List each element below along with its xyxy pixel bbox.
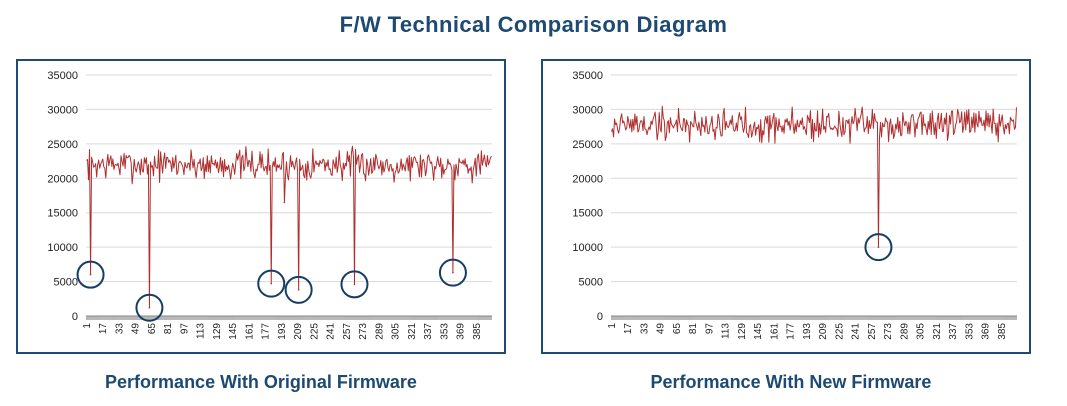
x-tick-label: 241 xyxy=(326,323,337,340)
x-tick-label: 369 xyxy=(981,323,992,340)
chart-new-firmware: 0 5000 10000 15000 20000 25000 30000 35000 1 17 33… xyxy=(572,70,1017,340)
x-tick-label: 65 xyxy=(672,323,683,335)
x-tick-label: 353 xyxy=(964,323,975,340)
y-tick-label: 15000 xyxy=(572,208,603,220)
dip-point xyxy=(89,273,92,276)
highlight-circle xyxy=(284,275,313,304)
x-tick-label: 289 xyxy=(374,323,385,340)
x-tick-label: 161 xyxy=(769,323,780,340)
x-tick-label: 113 xyxy=(721,323,732,339)
x-tick-label: 321 xyxy=(407,323,418,340)
dip-point xyxy=(283,201,286,204)
x-tick-label: 97 xyxy=(704,323,715,335)
dip-point xyxy=(452,271,454,274)
x-tick-label: 81 xyxy=(163,323,174,335)
y-tick-label: 30000 xyxy=(572,104,603,116)
x-tick-label: 145 xyxy=(228,323,239,340)
x-tick-label: 113 xyxy=(196,323,207,339)
x-tick-label: 353 xyxy=(439,323,450,340)
x-tick-label: 161 xyxy=(244,323,255,340)
highlight-circle xyxy=(135,293,164,322)
y-tick-label: 0 xyxy=(72,311,78,323)
y-tick-label: 5000 xyxy=(54,277,78,289)
y-tick-label: 0 xyxy=(597,311,603,323)
x-tick-label: 193 xyxy=(802,323,813,340)
x-tick-label: 97 xyxy=(179,323,190,335)
highlight-circle xyxy=(76,260,105,289)
x-tick-label: 305 xyxy=(916,323,927,340)
highlight-circle xyxy=(340,270,369,299)
page-title: F/W Technical Comparison Diagram xyxy=(339,12,728,37)
x-tick-label: 385 xyxy=(472,323,483,340)
y-tick-label: 10000 xyxy=(47,242,78,254)
x-tick-label: 177 xyxy=(786,323,797,340)
y-tick-label: 25000 xyxy=(572,139,603,151)
x-tick-label: 129 xyxy=(212,323,223,340)
x-tick-label: 177 xyxy=(261,323,272,340)
dip-point xyxy=(353,283,356,286)
x-tick-label: 193 xyxy=(277,323,288,340)
chart-original-firmware: 0 5000 10000 15000 20000 25000 30000 35000 1 17 33… xyxy=(47,70,492,340)
x-tick-label: 81 xyxy=(688,323,699,335)
y-tick-label: 5000 xyxy=(579,277,603,289)
x-tick-label: 49 xyxy=(656,323,667,335)
x-tick-label: 257 xyxy=(342,323,353,340)
x-tick-label: 209 xyxy=(818,323,829,340)
x-tick-label: 257 xyxy=(867,323,878,340)
x-tick-label: 273 xyxy=(883,323,894,340)
x-tick-label: 33 xyxy=(639,323,650,335)
x-tick-label: 337 xyxy=(423,323,434,340)
x-tick-label: 33 xyxy=(114,323,125,335)
x-tick-label: 225 xyxy=(309,323,320,340)
x-tick-label: 49 xyxy=(131,323,142,335)
x-tick-label: 289 xyxy=(899,323,910,340)
x-tick-label: 1 xyxy=(607,323,618,329)
y-tick-label: 35000 xyxy=(47,70,78,82)
y-tick-label: 30000 xyxy=(47,104,78,116)
x-tick-label: 1 xyxy=(82,323,93,329)
x-tick-label: 145 xyxy=(753,323,764,340)
y-tick-label: 35000 xyxy=(572,70,603,82)
x-tick-label: 17 xyxy=(98,323,109,335)
series-line xyxy=(611,105,1017,248)
y-tick-label: 15000 xyxy=(47,208,78,220)
x-tick-label: 273 xyxy=(358,323,369,340)
x-tick-label: 321 xyxy=(932,323,943,340)
dip-point xyxy=(270,282,273,285)
y-tick-label: 25000 xyxy=(47,139,78,151)
caption-new-firmware: Performance With New Firmware xyxy=(650,372,932,392)
x-tick-label: 385 xyxy=(997,323,1008,340)
chart-panel-original: 0 5000 10000 15000 20000 25000 30000 35000 1 17 33… xyxy=(16,59,506,354)
chart-panel-new: 0 5000 10000 15000 20000 25000 30000 35000 1 17 33… xyxy=(541,59,1031,354)
y-tick-label: 10000 xyxy=(572,242,603,254)
x-tick-label: 209 xyxy=(293,323,304,340)
x-tick-label: 65 xyxy=(147,323,158,335)
dip-point xyxy=(877,246,880,248)
highlight-circle xyxy=(864,233,893,262)
x-tick-label: 337 xyxy=(948,323,959,340)
dip-point xyxy=(148,306,151,309)
x-tick-label: 129 xyxy=(737,323,748,340)
dip-point xyxy=(297,289,300,291)
x-tick-label: 17 xyxy=(623,323,634,335)
series-line xyxy=(86,145,492,309)
y-tick-label: 20000 xyxy=(47,173,78,185)
y-tick-label: 20000 xyxy=(572,173,603,185)
x-tick-label: 241 xyxy=(851,323,862,340)
x-tick-label: 305 xyxy=(391,323,402,340)
x-tick-label: 225 xyxy=(834,323,845,340)
caption-original-firmware: Performance With Original Firmware xyxy=(105,372,417,392)
x-tick-label: 369 xyxy=(456,323,467,340)
highlight-circle xyxy=(438,258,467,287)
highlight-circle xyxy=(257,269,286,298)
